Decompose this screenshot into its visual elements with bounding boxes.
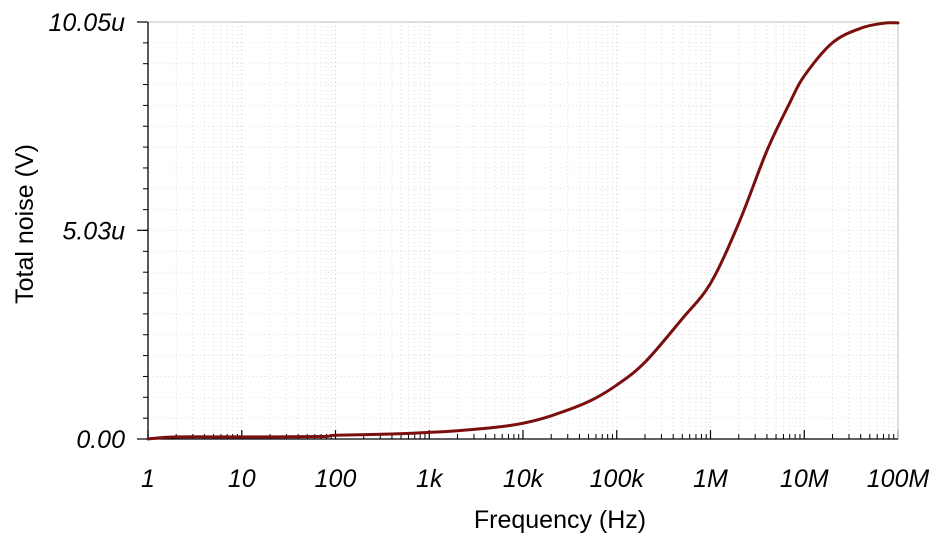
x-tick-label: 1M <box>693 465 728 493</box>
x-tick-label: 10k <box>503 465 545 493</box>
x-tick-label: 10M <box>780 465 829 493</box>
series-line <box>146 21 900 441</box>
y-axis-title: Total noise (V) <box>11 144 39 304</box>
y-tick-label: 5.03u <box>62 217 125 245</box>
tick-labels: 1 10 100 1k 10k 100k 1M 10M 100M 0.00 5.03u 10.05u <box>49 9 930 493</box>
x-tick-label: 100M <box>867 465 930 493</box>
series-layer <box>146 21 900 441</box>
x-tick-label: 1 <box>141 465 155 493</box>
x-tick-label: 100k <box>590 465 646 493</box>
x-tick-label: 10 <box>228 465 256 493</box>
grid <box>147 22 899 439</box>
x-tick-label: 100 <box>315 465 357 493</box>
x-tick-label: 1k <box>416 465 444 493</box>
x-axis-title: Frequency (Hz) <box>474 506 646 534</box>
y-tick-label: 10.05u <box>49 9 126 37</box>
axes <box>137 21 899 440</box>
y-tick-label: 0.00 <box>76 426 125 454</box>
